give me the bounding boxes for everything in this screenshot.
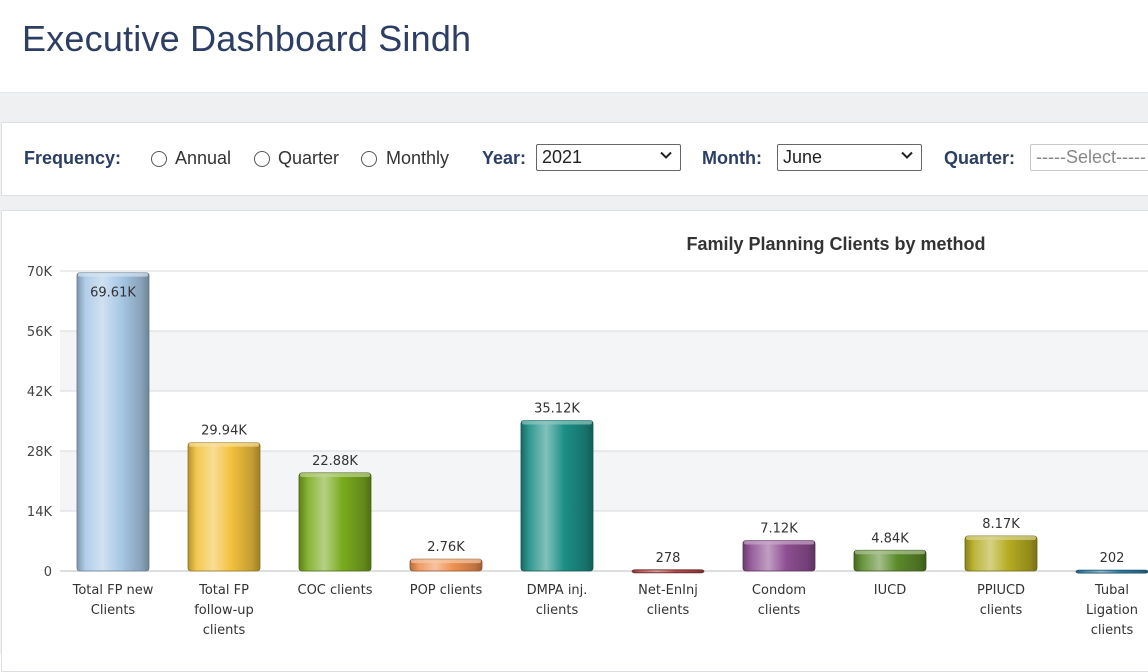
radio-quarter-label[interactable]: Quarter — [278, 148, 340, 168]
radio-annual[interactable] — [151, 151, 167, 167]
fp-clients-chart: 0 14K 28K 42K 56K 70K 69.61K 29.94K 22.88K 2.76K… — [27, 234, 1148, 638]
bar-top-highlight — [855, 550, 925, 555]
data-label: 4.84K — [871, 531, 909, 546]
data-label: 2.76K — [427, 540, 465, 555]
bar-top-highlight — [522, 420, 592, 425]
radio-annual-label[interactable]: Annual — [175, 148, 232, 168]
x-tick-label: Net-EnInj clients — [638, 583, 698, 618]
page-title: Executive Dashboard Sindh — [22, 18, 472, 59]
y-tick-label: 70K — [27, 265, 53, 280]
bar-top-highlight — [300, 472, 370, 477]
bar-top-highlight — [189, 442, 259, 447]
month-label: Month: — [702, 148, 762, 168]
x-tick-label: DMPA inj. clients — [527, 583, 588, 618]
bar[interactable] — [187, 442, 261, 572]
x-tick-label: PPIUCD clients — [977, 583, 1025, 618]
bar[interactable] — [76, 272, 150, 572]
bar-top-highlight — [744, 540, 814, 545]
data-label: 35.12K — [534, 401, 580, 416]
y-tick-label: 56K — [27, 325, 53, 340]
data-label: 29.94K — [201, 424, 247, 439]
bar[interactable] — [964, 535, 1038, 572]
x-tick-label: Tubal Ligation clients — [1086, 583, 1138, 638]
data-label: 69.61K — [90, 286, 136, 301]
bar[interactable] — [1075, 569, 1148, 574]
bar[interactable] — [742, 540, 816, 572]
radio-quarter[interactable] — [254, 151, 270, 167]
frequency-label: Frequency: — [24, 148, 122, 168]
year-select[interactable]: 2021 — [536, 144, 681, 171]
y-tick-label: 0 — [44, 565, 52, 580]
year-label: Year: — [482, 148, 527, 168]
bar[interactable] — [631, 569, 705, 574]
data-label: 7.12K — [760, 521, 798, 536]
chevron-down-icon — [901, 151, 913, 159]
bars — [76, 272, 1148, 574]
chart-title: Family Planning Clients by method — [686, 234, 985, 254]
x-tick-label: Total FP new Clients — [72, 583, 154, 618]
bar[interactable] — [520, 420, 594, 572]
x-tick-label: POP clients — [410, 583, 483, 598]
x-tick-label: Condom clients — [752, 583, 806, 618]
grid-band — [60, 331, 1148, 391]
bar[interactable] — [298, 472, 372, 572]
y-tick-label: 14K — [27, 505, 53, 520]
quarter-select-value: -----Select----- — [1036, 147, 1146, 167]
x-tick-label: COC clients — [298, 583, 373, 598]
header: Executive Dashboard Sindh — [0, 0, 1148, 93]
radio-monthly[interactable] — [361, 151, 377, 167]
bar-top-highlight — [78, 272, 148, 277]
chart-card: 0 14K 28K 42K 56K 70K 69.61K 29.94K 22.88K 2.76K… — [1, 210, 1148, 672]
data-label: 278 — [656, 551, 681, 566]
data-label: 22.88K — [312, 454, 358, 469]
quarter-label: Quarter: — [944, 148, 1016, 168]
bar-top-highlight — [411, 559, 481, 564]
y-tick-label: 42K — [27, 385, 53, 400]
quarter-select[interactable]: -----Select----- — [1030, 144, 1148, 171]
data-label: 8.17K — [982, 517, 1020, 532]
bar-top-highlight — [966, 535, 1036, 540]
x-tick-label: Total FP follow-up clients — [194, 583, 254, 638]
data-label: 202 — [1100, 551, 1125, 566]
y-tick-label: 28K — [27, 445, 53, 460]
x-tick-label: IUCD — [874, 583, 906, 598]
x-axis: Total FP new Clients Total FP follow-up clie… — [72, 583, 1138, 638]
chevron-down-icon — [660, 151, 672, 159]
month-select-value: June — [783, 147, 823, 167]
data-labels: 69.61K 29.94K 22.88K 2.76K 35.12K 278 7.12K 4.8… — [90, 286, 1124, 566]
y-axis: 0 14K 28K 42K 56K 70K — [27, 265, 53, 580]
year-select-value: 2021 — [542, 147, 583, 167]
radio-monthly-label[interactable]: Monthly — [386, 148, 450, 168]
month-select[interactable]: June — [777, 144, 922, 171]
